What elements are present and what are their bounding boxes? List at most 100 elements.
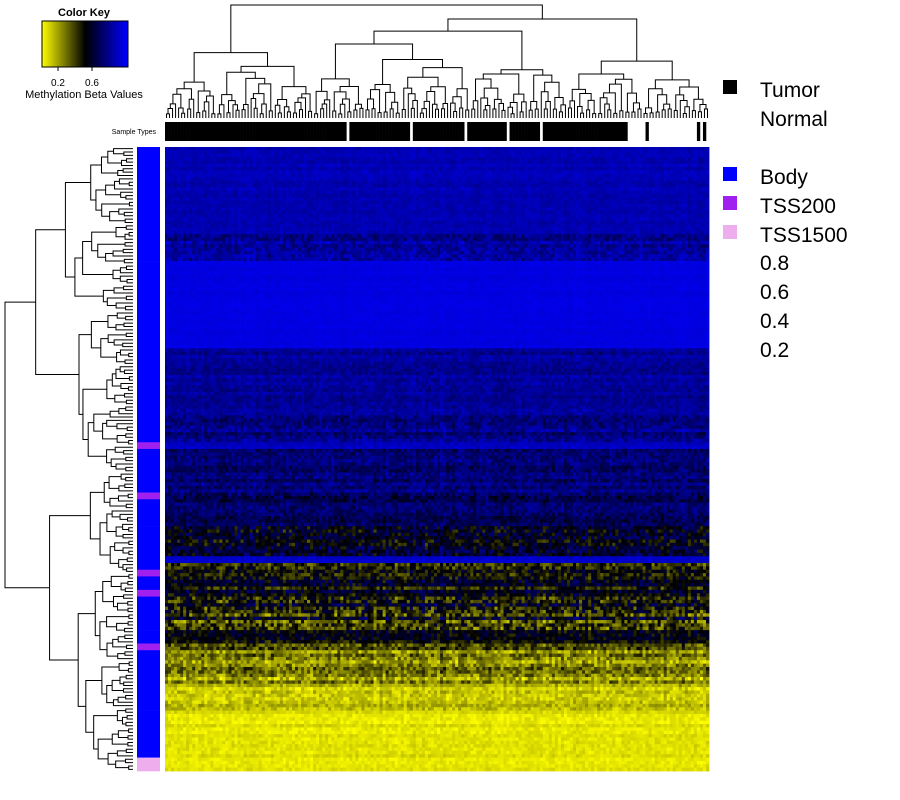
- heatmap-cell: [319, 228, 322, 232]
- heatmap-cell: [679, 181, 682, 185]
- heatmap-cell: [428, 157, 431, 161]
- heatmap-cell: [491, 201, 494, 205]
- heatmap-cell: [588, 217, 591, 221]
- heatmap-cell: [612, 197, 615, 201]
- heatmap-cell: [325, 211, 328, 215]
- heatmap-cell: [525, 201, 528, 205]
- heatmap-cell: [567, 191, 570, 195]
- sample-type-cell: [262, 122, 265, 141]
- column-dendrogram-branch: [502, 110, 505, 118]
- heatmap-cell: [670, 150, 673, 154]
- heatmap-cell: [658, 204, 661, 208]
- heatmap-cell: [340, 197, 343, 201]
- heatmap-cell: [670, 164, 673, 168]
- heatmap-cell: [259, 191, 262, 195]
- heatmap-cell: [392, 197, 395, 201]
- column-dendrogram-branch: [534, 75, 552, 101]
- heatmap-cell: [434, 154, 437, 158]
- heatmap-cell: [259, 201, 262, 205]
- heatmap-cell: [216, 207, 219, 211]
- heatmap-cell: [256, 217, 259, 221]
- heatmap-cell: [522, 207, 525, 211]
- heatmap-cell: [700, 177, 703, 181]
- heatmap-cell: [455, 224, 458, 228]
- heatmap-cell: [171, 181, 174, 185]
- heatmap-cell: [639, 174, 642, 178]
- heatmap-cell: [313, 164, 316, 168]
- row-dendrogram-branch: [126, 504, 133, 507]
- heatmap-cell: [192, 181, 195, 185]
- heatmap-cell: [259, 154, 262, 158]
- heatmap-cell: [352, 211, 355, 215]
- heatmap-cell: [528, 170, 531, 174]
- heatmap-cell: [358, 217, 361, 221]
- heatmap-cell: [192, 224, 195, 228]
- heatmap-cell: [443, 201, 446, 205]
- heatmap-cell: [461, 164, 464, 168]
- heatmap-cell: [380, 228, 383, 232]
- heatmap-cell: [649, 211, 652, 215]
- heatmap-cell: [661, 181, 664, 185]
- heatmap-cell: [549, 211, 552, 215]
- heatmap-cell: [165, 224, 168, 228]
- heatmap-cell: [241, 191, 244, 195]
- heatmap-cell: [676, 177, 679, 181]
- row-dendrogram-branch: [126, 759, 133, 762]
- heatmap-cell: [706, 147, 709, 151]
- heatmap-cell: [431, 214, 434, 218]
- heatmap-cell: [697, 207, 700, 211]
- row-dendrogram-branch: [106, 185, 121, 195]
- heatmap-cell: [410, 214, 413, 218]
- heatmap-cell: [639, 207, 642, 211]
- heatmap-cell: [286, 187, 289, 191]
- heatmap-cell: [464, 181, 467, 185]
- heatmap-cell: [241, 174, 244, 178]
- heatmap-cell: [479, 177, 482, 181]
- heatmap-cell: [428, 170, 431, 174]
- column-dendrogram-branch: [420, 113, 423, 118]
- heatmap-cell: [165, 228, 168, 232]
- heatmap-cell: [600, 147, 603, 151]
- heatmap-cell: [183, 191, 186, 195]
- heatmap-cell: [585, 214, 588, 218]
- heatmap-cell: [337, 174, 340, 178]
- heatmap-cell: [389, 147, 392, 151]
- heatmap-cell: [322, 201, 325, 205]
- heatmap-cell: [531, 157, 534, 161]
- heatmap-cell: [262, 214, 265, 218]
- heatmap-cell: [225, 157, 228, 161]
- heatmap-cell: [364, 201, 367, 205]
- heatmap-cell: [591, 150, 594, 154]
- sample-type-cell: [361, 122, 364, 141]
- heatmap-cell: [646, 197, 649, 201]
- heatmap-cell: [298, 147, 301, 151]
- heatmap-cell: [664, 214, 667, 218]
- heatmap-cell: [192, 228, 195, 232]
- heatmap-cell: [670, 201, 673, 205]
- heatmap-cell: [606, 157, 609, 161]
- heatmap-cell: [494, 191, 497, 195]
- heatmap-cell: [377, 228, 380, 232]
- heatmap-cell: [576, 167, 579, 171]
- heatmap-cell: [685, 191, 688, 195]
- heatmap-cell: [597, 214, 600, 218]
- heatmap-cell: [513, 201, 516, 205]
- heatmap-cell: [597, 160, 600, 164]
- heatmap-cell: [358, 167, 361, 171]
- heatmap-cell: [621, 217, 624, 221]
- heatmap-cell: [558, 187, 561, 191]
- heatmap-cell: [482, 207, 485, 211]
- heatmap-cell: [646, 154, 649, 158]
- heatmap-cell: [301, 194, 304, 198]
- heatmap-cell: [380, 154, 383, 158]
- heatmap-cell: [500, 224, 503, 228]
- heatmap-cell: [597, 174, 600, 178]
- heatmap-cell: [395, 154, 398, 158]
- heatmap-cell: [558, 170, 561, 174]
- heatmap-cell: [304, 187, 307, 191]
- heatmap-cell: [295, 184, 298, 188]
- heatmap-cell: [600, 194, 603, 198]
- heatmap-cell: [340, 181, 343, 185]
- heatmap-cell: [597, 191, 600, 195]
- sample-type-cell: [386, 122, 389, 141]
